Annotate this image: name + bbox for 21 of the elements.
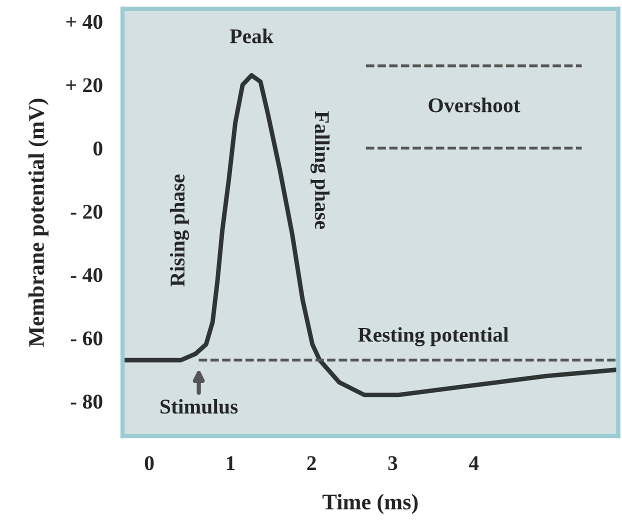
annotation: Rising phase [170,174,189,286]
annotation: Stimulus [160,399,238,414]
annotation: Resting potential [358,327,508,346]
annotation: Overshoot [428,98,520,112]
y-tick-label: - 60 [70,331,102,346]
x-tick-label: 2 [307,456,316,470]
annotation: Peak [230,28,274,44]
x-tick-label: 4 [468,456,479,470]
y-tick-label: - 20 [70,204,102,219]
annotation: Falling phase [310,111,330,230]
y-axis-title: Membrane potential (mV) [28,98,49,347]
x-axis-title: Time (ms) [322,494,418,514]
y-tick-label: - 40 [70,268,102,282]
x-tick-label: 3 [388,456,398,470]
x-tick-label: 0 [144,456,154,470]
line-series [122,73,618,398]
y-tick-label: 0 [93,141,102,156]
y-tick-label: - 80 [70,394,102,409]
x-tick-label: 1 [226,456,235,470]
y-tick-label: + 20 [66,78,102,92]
y-tick-label: + 40 [66,14,102,29]
